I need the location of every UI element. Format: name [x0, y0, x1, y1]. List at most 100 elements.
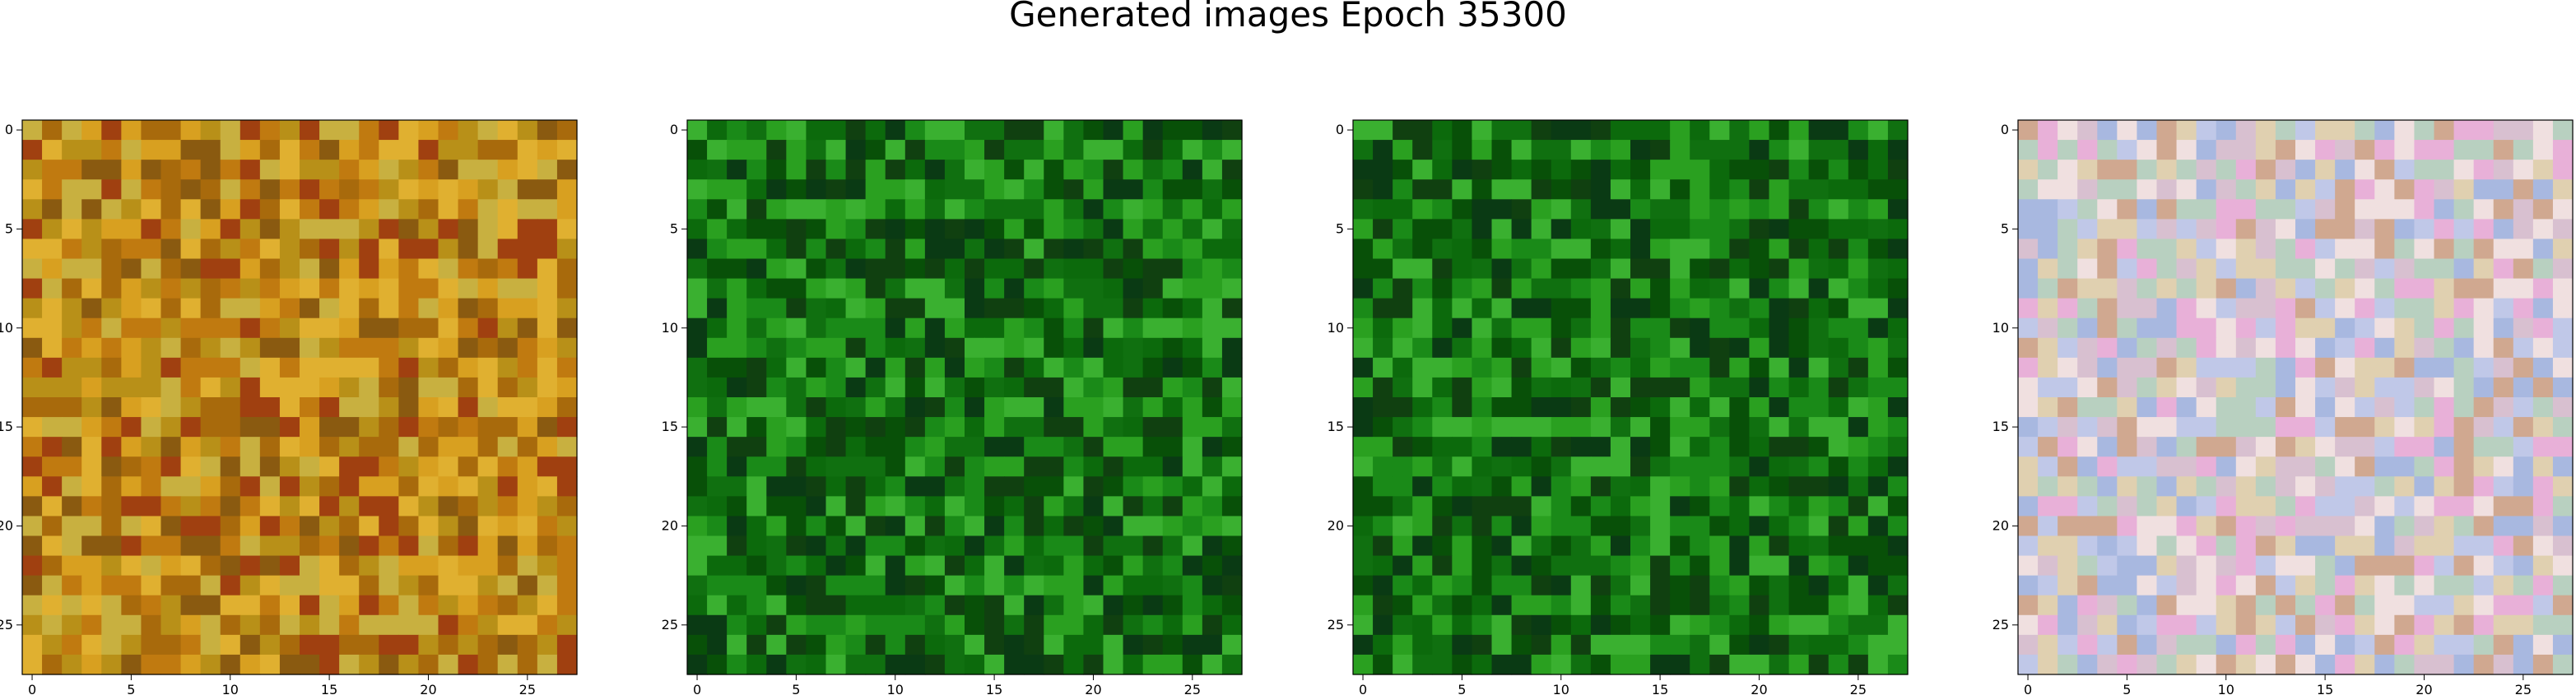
pixel-cell: [1531, 278, 1552, 299]
pixel-cell: [1630, 278, 1651, 299]
pixel-cell: [727, 634, 747, 656]
pixel-cell: [885, 298, 906, 319]
pixel-cell: [885, 397, 906, 418]
pixel-cell: [1182, 120, 1203, 141]
pixel-cell: [1769, 417, 1790, 438]
pixel-cell: [121, 614, 142, 636]
pixel-cell: [2493, 555, 2514, 577]
pixel-cell: [1709, 575, 1730, 596]
pixel-cell: [924, 160, 946, 180]
pixel-cell: [2394, 258, 2416, 280]
pixel-cell: [1123, 199, 1144, 220]
pixel-cell: [1432, 456, 1453, 477]
pixel-cell: [2295, 397, 2316, 418]
pixel-cell: [2196, 239, 2217, 260]
pixel-cell: [865, 516, 886, 537]
pixel-cell: [1353, 199, 1374, 220]
pixel-cell: [418, 456, 439, 477]
pixel-cell: [2275, 337, 2296, 359]
pixel-cell: [438, 120, 459, 141]
pixel-cell: [22, 535, 43, 557]
pixel-cell: [239, 535, 261, 557]
pixel-cell: [1690, 160, 1710, 180]
pixel-cell: [1123, 496, 1144, 517]
pixel-cell: [2414, 595, 2435, 616]
pixel-cell: [1491, 357, 1513, 378]
pixel-cell: [438, 417, 459, 438]
pixel-cell: [22, 397, 43, 418]
pixel-cell: [1393, 496, 1413, 517]
pixel-cell: [180, 160, 202, 180]
pixel-cell: [885, 555, 906, 577]
pixel-cell: [2355, 140, 2375, 160]
pixel-cell: [1162, 516, 1183, 537]
pixel-cell: [2196, 634, 2217, 656]
pixel-cell: [1887, 317, 1909, 339]
pixel-cell: [1373, 298, 1393, 319]
pixel-cell: [239, 496, 261, 517]
pixel-cell: [2216, 476, 2237, 497]
pixel-cell: [1103, 437, 1124, 457]
pixel-cell: [1570, 437, 1592, 457]
pixel-cell: [2077, 516, 2098, 537]
pixel-cell: [2335, 199, 2355, 220]
pixel-cell: [1590, 377, 1611, 398]
pixel-cell: [965, 456, 985, 477]
pixel-cell: [2414, 120, 2435, 141]
pixel-cell: [359, 496, 379, 517]
pixel-cell: [2295, 317, 2316, 339]
pixel-cell: [81, 496, 102, 517]
pixel-cell: [2493, 476, 2514, 497]
pixel-cell: [2137, 595, 2158, 616]
pixel-cell: [438, 496, 459, 517]
pixel-cell: [239, 199, 261, 220]
pixel-cell: [1511, 377, 1532, 398]
pixel-cell: [1103, 595, 1124, 616]
pixel-cell: [2473, 258, 2495, 280]
pixel-cell: [2137, 377, 2158, 398]
pixel-cell: [965, 595, 985, 616]
pixel-cell: [965, 417, 985, 438]
pixel-cell: [924, 298, 946, 319]
pixel-cell: [2473, 160, 2495, 180]
pixel-cell: [1788, 120, 1810, 141]
pixel-cell: [1590, 654, 1611, 675]
pixel-cell: [319, 496, 340, 517]
pixel-cell: [497, 654, 518, 675]
pixel-cell: [1511, 278, 1532, 299]
pixel-cell: [458, 258, 479, 280]
pixel-cell: [1650, 654, 1671, 675]
pixel-cell: [2156, 199, 2178, 220]
pixel-cell: [556, 179, 578, 200]
pixel-cell: [1123, 239, 1144, 260]
pixel-cell: [180, 140, 202, 160]
pixel-cell: [1182, 555, 1203, 577]
pixel-cell: [1867, 278, 1889, 299]
pixel-cell: [2038, 140, 2058, 160]
pixel-cell: [121, 496, 142, 517]
pixel-cell: [2335, 377, 2355, 398]
pixel-cell: [497, 516, 518, 537]
pixel-cell: [22, 654, 43, 675]
pixel-cell: [279, 397, 300, 418]
pixel-cell: [2097, 456, 2118, 477]
pixel-cell: [1867, 219, 1889, 240]
pixel-cell: [1491, 258, 1513, 280]
pixel-cell: [1709, 535, 1730, 557]
pixel-cell: [359, 377, 379, 398]
pixel-cell: [1729, 496, 1751, 517]
pixel-cell: [1123, 575, 1144, 596]
pixel-cell: [2077, 595, 2098, 616]
pixel-cell: [1182, 258, 1203, 280]
pixel-cell: [1373, 199, 1393, 220]
pixel-cell: [2473, 337, 2495, 359]
pixel-cell: [2315, 575, 2336, 596]
pixel-cell: [1221, 120, 1243, 141]
pixel-cell: [2275, 140, 2296, 160]
pixel-cell: [2513, 219, 2534, 240]
pixel-cell: [300, 476, 320, 497]
pixel-cell: [1202, 357, 1223, 378]
pixel-cell: [2532, 634, 2554, 656]
pixel-cell: [1472, 654, 1493, 675]
pixel-cell: [2275, 357, 2296, 378]
